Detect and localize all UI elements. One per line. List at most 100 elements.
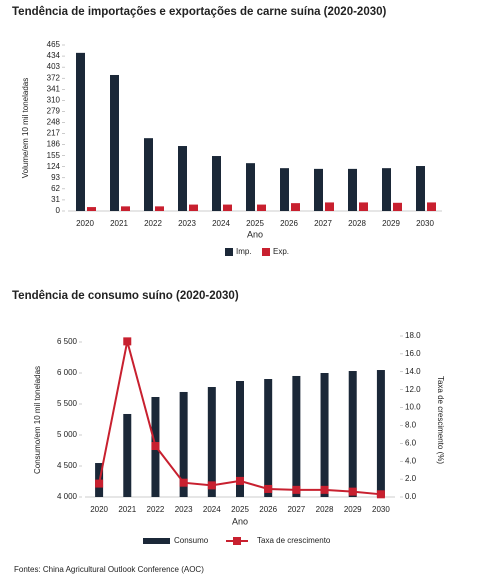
tick-label: 12.0: [405, 385, 421, 394]
bar: [382, 168, 391, 211]
tick-label: 5 000: [57, 430, 78, 439]
tick-label: 8.0: [405, 421, 417, 430]
bar: [87, 207, 96, 211]
source: Fontes: China Agricultural Outlook Confe…: [14, 565, 204, 574]
x-tick-label: 2020: [76, 219, 94, 228]
x-tick-label: 2030: [372, 505, 390, 514]
chart-title: Tendência de consumo suíno (2020-2030): [12, 290, 239, 302]
legend-label: Consumo: [174, 536, 209, 545]
marker: [123, 337, 132, 346]
x-tick-label: 2026: [259, 505, 277, 514]
tick-label: 62: [51, 184, 60, 193]
tick-label: 124: [47, 162, 61, 171]
marker: [376, 490, 385, 499]
bar: [76, 52, 85, 212]
tick-label: 310: [47, 95, 61, 104]
tick-label: 14.0: [405, 367, 421, 376]
tick-label: 186: [47, 140, 61, 149]
marker: [179, 478, 188, 487]
tick-label: 248: [47, 118, 61, 127]
tick-label: 465: [47, 40, 61, 49]
bar: [189, 204, 198, 211]
legend-label: Imp.: [236, 247, 252, 256]
tick-label: 93: [51, 173, 60, 182]
bar: [155, 206, 164, 211]
bar: [144, 138, 153, 211]
y-axis-label: Consumo/em 10 mil toneladas: [33, 366, 42, 474]
bar: [280, 168, 289, 211]
marker: [264, 484, 273, 493]
x-tick-label: 2028: [316, 505, 334, 514]
bar: [121, 206, 130, 211]
tick-label: 217: [47, 129, 61, 138]
legend-swatch: [225, 248, 233, 256]
bar: [257, 204, 266, 211]
tick-label: 5 500: [57, 399, 78, 408]
marker: [95, 479, 104, 488]
x-axis-label: Ano: [232, 516, 248, 526]
legend-swatch: [143, 538, 170, 544]
tick-label: 10.0: [405, 403, 421, 412]
y2-axis-label: Taxa de crescimento (%): [436, 376, 445, 464]
bar: [416, 166, 425, 211]
bar: [246, 163, 255, 211]
marker: [151, 442, 160, 451]
bar: [212, 156, 221, 211]
tick-label: 16.0: [405, 349, 421, 358]
tick-label: 0: [56, 206, 61, 215]
marker: [320, 485, 329, 494]
tick-label: 434: [47, 51, 61, 60]
x-axis-label: Ano: [247, 229, 263, 239]
x-tick-label: 2029: [382, 219, 400, 228]
x-tick-label: 2025: [246, 219, 264, 228]
bar: [393, 202, 402, 211]
y-axis-label: Volume/em 10 mil toneladas: [21, 78, 30, 179]
x-tick-label: 2026: [280, 219, 298, 228]
tick-label: 0.0: [405, 492, 417, 501]
x-tick-label: 2024: [203, 505, 221, 514]
bar: [110, 74, 119, 212]
tick-label: 341: [47, 84, 61, 93]
x-tick-label: 2029: [344, 505, 362, 514]
x-tick-label: 2023: [178, 219, 196, 228]
bar: [178, 146, 187, 211]
tick-label: 18.0: [405, 331, 421, 340]
x-tick-label: 2025: [231, 505, 249, 514]
bar: [292, 375, 301, 497]
tick-label: 6.0: [405, 438, 417, 447]
tick-label: 6 500: [57, 337, 78, 346]
x-tick-label: 2023: [175, 505, 193, 514]
bar: [348, 168, 357, 211]
chart-title: Tendência de importações e exportações d…: [12, 6, 387, 18]
legend-swatch: [233, 537, 241, 545]
bar: [427, 202, 436, 211]
tick-label: 31: [51, 195, 60, 204]
bar: [348, 371, 357, 497]
tick-label: 2.0: [405, 474, 417, 483]
marker: [348, 487, 357, 496]
legend-label: Taxa de crescimento: [257, 536, 331, 545]
tick-label: 403: [47, 62, 61, 71]
bar: [207, 387, 216, 497]
bar: [264, 379, 273, 497]
x-tick-label: 2021: [118, 505, 136, 514]
marker: [207, 481, 216, 490]
tick-label: 4.0: [405, 456, 417, 465]
x-tick-label: 2030: [416, 219, 434, 228]
marker: [292, 485, 301, 494]
bar: [291, 203, 300, 211]
bar: [123, 413, 132, 497]
bar: [223, 204, 232, 211]
bar: [376, 370, 385, 497]
bar: [179, 391, 188, 497]
x-tick-label: 2027: [314, 219, 332, 228]
bar: [236, 380, 244, 497]
x-tick-label: 2028: [348, 219, 366, 228]
marker: [236, 476, 244, 485]
x-tick-label: 2024: [212, 219, 230, 228]
tick-label: 4 500: [57, 461, 78, 470]
tick-label: 372: [47, 73, 61, 82]
bar: [325, 202, 334, 211]
tick-label: 155: [47, 151, 61, 160]
legend-label: Exp.: [273, 247, 289, 256]
